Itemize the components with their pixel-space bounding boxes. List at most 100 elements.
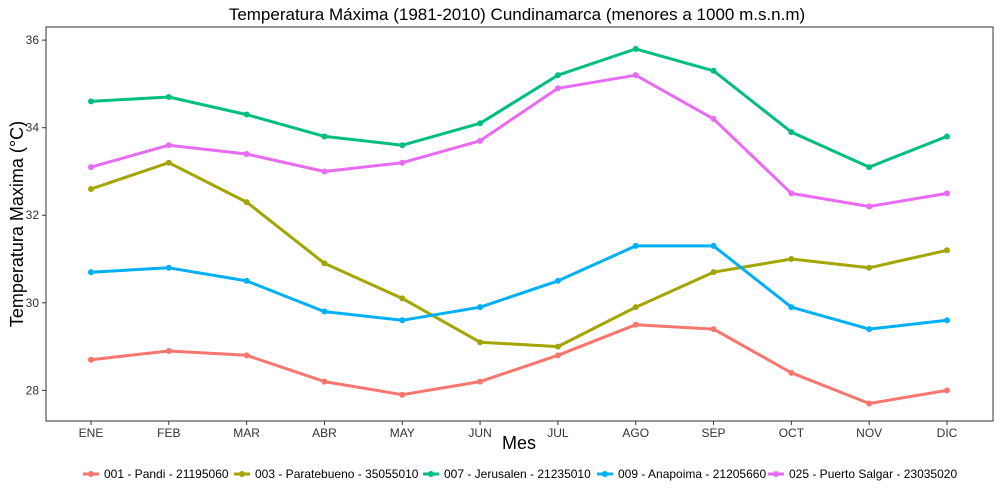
data-point <box>944 387 950 394</box>
data-point <box>788 129 795 136</box>
series-line <box>89 161 949 349</box>
x-tick-label: MAY <box>390 426 415 440</box>
legend-key-point <box>428 471 434 477</box>
x-tick-label: DIC <box>937 426 958 440</box>
data-point <box>554 343 561 350</box>
legend-label: 007 - Jerusalen - 21235010 <box>444 467 591 481</box>
data-point <box>321 168 328 175</box>
data-point <box>866 203 873 210</box>
data-point <box>710 115 717 122</box>
x-tick-label: ABR <box>312 426 337 440</box>
x-tick-label: MAR <box>233 426 260 440</box>
data-point <box>243 150 250 157</box>
legend-item: 025 - Puerto Salgar - 23035020 <box>768 467 957 481</box>
data-point <box>399 142 406 149</box>
x-tick-label: NOV <box>856 426 882 440</box>
x-axis-title: Mes <box>502 433 536 453</box>
legend-item: 007 - Jerusalen - 21235010 <box>423 467 591 481</box>
legend-label: 003 - Paratebueno - 35055010 <box>255 467 419 481</box>
legend-label: 001 - Pandi - 21195060 <box>104 467 229 481</box>
data-point <box>944 133 950 140</box>
legend-label: 009 - Anapoima - 21205660 <box>618 467 766 481</box>
data-point <box>554 85 561 92</box>
data-point <box>632 321 639 328</box>
x-tick-label: ENE <box>79 426 104 440</box>
x-tick-label: OCT <box>779 426 805 440</box>
data-point <box>788 369 795 376</box>
legend-item: 001 - Pandi - 21195060 <box>83 467 229 481</box>
legend-key-point <box>239 471 245 477</box>
data-point <box>88 98 94 105</box>
data-point <box>88 185 94 192</box>
legend-item: 003 - Paratebueno - 35055010 <box>234 467 419 481</box>
legend-key-point <box>88 471 94 477</box>
data-point <box>399 317 406 324</box>
data-point <box>944 247 950 254</box>
legend-label: 025 - Puerto Salgar - 23035020 <box>789 467 957 481</box>
series-line <box>89 73 949 208</box>
chart-title: Temperatura Máxima (1981-2010) Cundinama… <box>229 5 805 24</box>
series-1 <box>88 321 950 407</box>
series-2 <box>88 159 950 350</box>
series-5 <box>88 72 950 210</box>
data-point <box>554 277 561 284</box>
data-point <box>788 256 795 263</box>
data-point <box>88 269 94 276</box>
data-point <box>944 190 950 197</box>
y-tick-label: 30 <box>26 296 40 310</box>
data-point <box>788 190 795 197</box>
data-point <box>165 142 172 149</box>
data-point <box>321 260 328 267</box>
series-4 <box>88 242 950 333</box>
y-axis-title: Temperatura Maxima (°C) <box>7 121 27 327</box>
data-point <box>399 295 406 302</box>
data-point <box>632 304 639 311</box>
data-point <box>788 304 795 311</box>
data-point <box>866 164 873 171</box>
data-point <box>399 391 406 398</box>
series-line <box>89 323 949 405</box>
data-point <box>554 72 561 79</box>
data-point <box>477 339 484 346</box>
data-point <box>321 308 328 315</box>
data-point <box>477 378 484 385</box>
series-layer <box>88 45 950 407</box>
data-point <box>243 111 250 118</box>
data-point <box>243 199 250 206</box>
y-tick-label: 32 <box>26 208 40 222</box>
data-point <box>632 242 639 249</box>
y-tick-label: 28 <box>26 383 40 397</box>
x-tick-label: JUL <box>547 426 569 440</box>
data-point <box>944 317 950 324</box>
data-point <box>243 352 250 359</box>
x-tick-label: JUN <box>468 426 491 440</box>
data-point <box>632 72 639 79</box>
y-tick-label: 36 <box>26 33 40 47</box>
data-point <box>88 164 94 171</box>
data-point <box>165 94 172 101</box>
data-point <box>477 304 484 311</box>
series-3 <box>88 45 950 171</box>
legend-key-point <box>773 471 779 477</box>
legend-key-point <box>602 471 608 477</box>
x-tick-label: AGO <box>622 426 649 440</box>
data-point <box>477 137 484 144</box>
data-point <box>243 277 250 284</box>
data-point <box>321 133 328 140</box>
series-line <box>89 47 949 169</box>
data-point <box>710 326 717 333</box>
x-tick-label: FEB <box>157 426 180 440</box>
y-axis: 28 30 32 34 36 <box>26 33 46 397</box>
x-axis: ENE FEB MAR ABR MAY JUN JUL AGO SEP OCT NOV DIC <box>79 421 958 440</box>
data-point <box>710 67 717 74</box>
data-point <box>165 159 172 166</box>
y-tick-label: 34 <box>26 121 40 135</box>
data-point <box>477 120 484 127</box>
data-point <box>165 347 172 354</box>
plot-panel <box>45 26 994 422</box>
data-point <box>321 378 328 385</box>
data-point <box>866 400 873 407</box>
data-point <box>88 356 94 363</box>
data-point <box>165 264 172 271</box>
